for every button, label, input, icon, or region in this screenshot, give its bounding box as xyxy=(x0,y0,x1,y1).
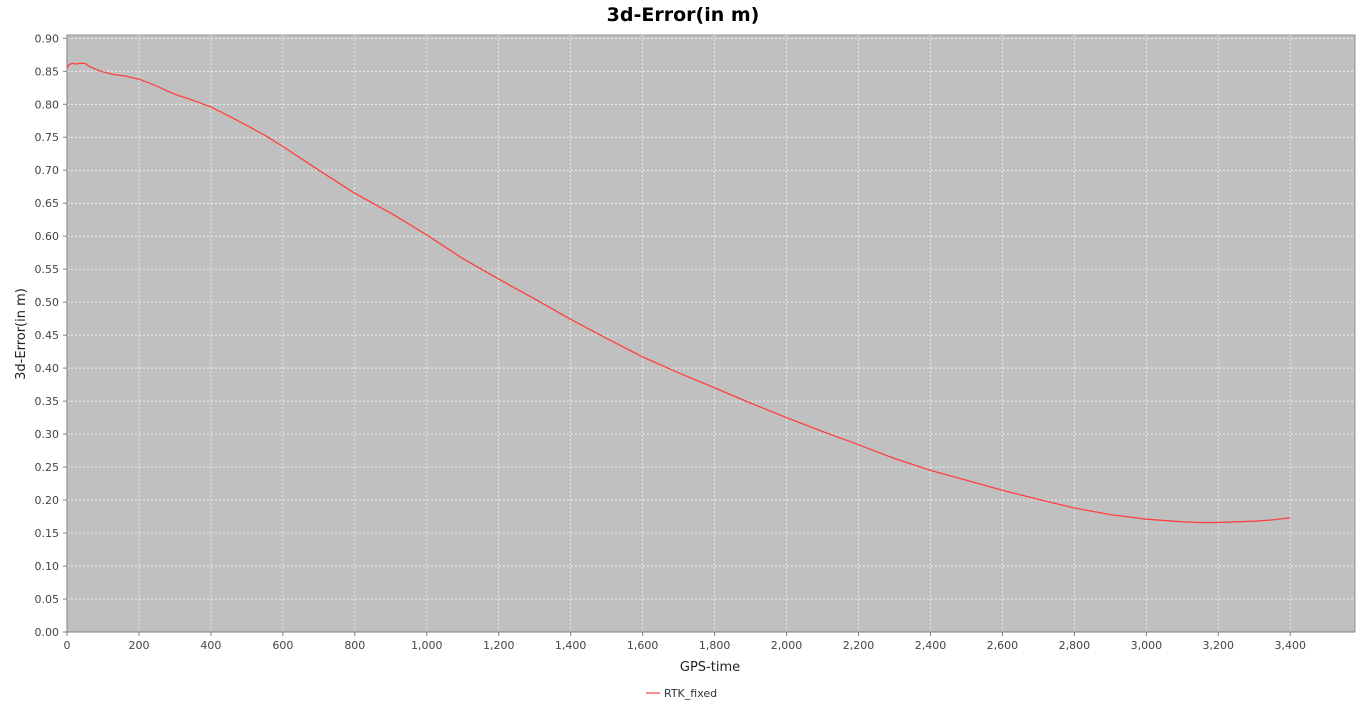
y-tick-label: 0.45 xyxy=(35,329,60,342)
x-tick-label: 3,000 xyxy=(1131,639,1163,652)
y-tick-label: 0.65 xyxy=(35,197,60,210)
x-tick-label: 1,800 xyxy=(699,639,731,652)
x-tick-label: 1,400 xyxy=(555,639,587,652)
x-tick-label: 2,600 xyxy=(987,639,1019,652)
y-axis-label: 3d-Error(in m) xyxy=(14,288,29,380)
x-tick-label: 800 xyxy=(344,639,365,652)
y-tick-label: 0.25 xyxy=(35,461,60,474)
y-tick-label: 0.60 xyxy=(35,230,60,243)
y-tick-label: 0.30 xyxy=(35,428,60,441)
y-tick-label: 0.75 xyxy=(35,131,60,144)
y-tick-label: 0.90 xyxy=(35,32,60,45)
x-tick-label: 1,600 xyxy=(627,639,659,652)
y-tick-label: 0.40 xyxy=(35,362,60,375)
axes: 0 200 400 600 800 1,000 1,200 1,400 1,600 1,800 2,… xyxy=(35,32,1355,652)
x-tick-label: 600 xyxy=(272,639,293,652)
x-tick-label: 2,200 xyxy=(843,639,875,652)
y-tick-label: 0.70 xyxy=(35,164,60,177)
y-tick-label: 0.20 xyxy=(35,494,60,507)
x-tick-label: 2,000 xyxy=(771,639,803,652)
y-tick-label: 0.05 xyxy=(35,593,60,606)
series-line-rtk-fixed xyxy=(66,62,1291,524)
grid-lines xyxy=(67,35,1355,632)
y-tick-label: 0.10 xyxy=(35,560,60,573)
x-axis-label: GPS-time xyxy=(680,660,740,675)
legend-label-rtk-fixed: RTK_fixed xyxy=(664,687,717,700)
x-tick-label: 3,200 xyxy=(1203,639,1235,652)
x-tick-label: 0 xyxy=(64,639,71,652)
y-tick-label: 0.35 xyxy=(35,395,60,408)
x-tick-label: 2,800 xyxy=(1059,639,1091,652)
x-tick-label: 3,400 xyxy=(1274,639,1306,652)
legend: RTK_fixed xyxy=(646,687,717,700)
chart-title: 3d-Error(in m) xyxy=(607,4,760,26)
y-tick-label: 0.00 xyxy=(35,626,60,639)
y-tick-label: 0.85 xyxy=(35,65,60,78)
plot-area xyxy=(66,34,1356,633)
y-tick-label: 0.55 xyxy=(35,263,60,276)
series-layer xyxy=(66,62,1291,524)
x-tick-label: 400 xyxy=(200,639,221,652)
x-tick-label: 200 xyxy=(128,639,149,652)
x-tick-label: 2,400 xyxy=(915,639,947,652)
y-tick-label: 0.80 xyxy=(35,98,60,111)
x-tick-label: 1,200 xyxy=(483,639,515,652)
y-tick-label: 0.50 xyxy=(35,296,60,309)
x-tick-label: 1,000 xyxy=(411,639,443,652)
y-tick-label: 0.15 xyxy=(35,527,60,540)
